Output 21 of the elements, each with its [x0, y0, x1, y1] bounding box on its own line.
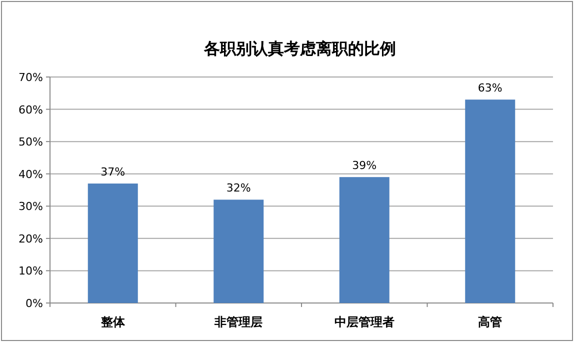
y-tick-label: 60% — [18, 103, 43, 116]
bar — [339, 177, 390, 303]
data-label: 37% — [100, 166, 126, 179]
chart-title: 各职别认真考虑离职的比例 — [203, 39, 396, 58]
x-tick-label: 非管理层 — [214, 315, 263, 329]
x-tick-label: 高管 — [478, 315, 502, 329]
y-tick-label: 40% — [18, 168, 43, 181]
data-label: 39% — [352, 159, 377, 172]
y-tick-label: 30% — [18, 200, 43, 214]
x-tick-label: 整体 — [100, 315, 126, 329]
y-tick-label: 0% — [26, 297, 43, 310]
y-tick-label: 10% — [18, 264, 43, 278]
data-label: 32% — [226, 182, 251, 195]
y-tick-label: 50% — [18, 136, 43, 149]
bar — [214, 200, 264, 303]
bar — [465, 100, 516, 303]
x-tick-label: 中层管理者 — [334, 315, 394, 329]
y-tick-label: 70% — [18, 71, 43, 84]
data-label: 63% — [478, 82, 502, 95]
bar — [88, 184, 138, 303]
y-tick-label: 20% — [18, 232, 43, 246]
